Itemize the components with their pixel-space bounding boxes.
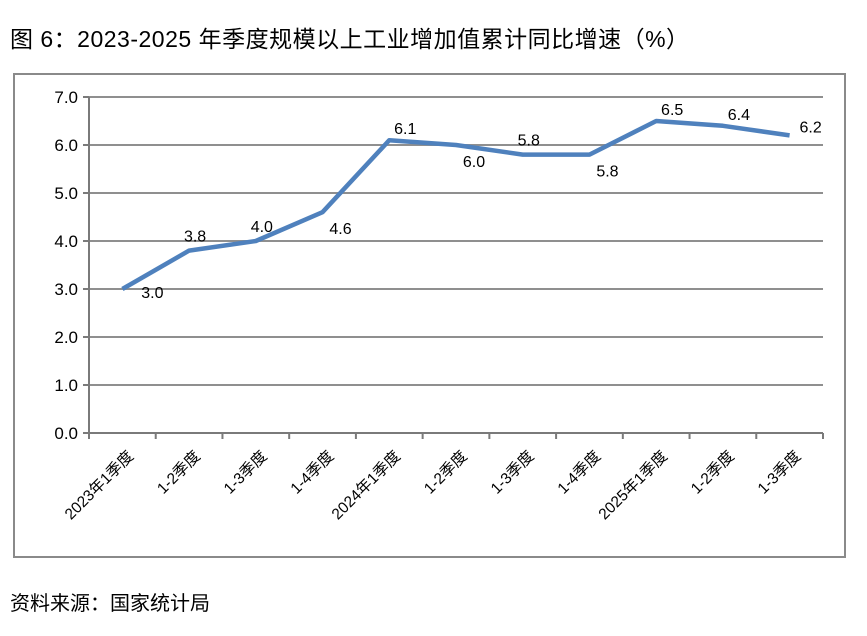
x-tick-label: 1-3季度 bbox=[220, 447, 270, 497]
x-tick-label: 1-4季度 bbox=[554, 447, 604, 497]
value-label: 6.5 bbox=[661, 102, 683, 119]
line-chart-svg: 0.0 1.0 2.0 3.0 4.0 5.0 6.0 7.0 3.0 3.8 4.0 4.6 6.1 6… bbox=[54, 88, 824, 523]
x-tick-label: 1-3季度 bbox=[754, 447, 804, 497]
x-tick-label: 2023年1季度 bbox=[61, 447, 137, 523]
source-note: 资料来源：国家统计局 bbox=[10, 593, 210, 615]
value-label: 6.2 bbox=[800, 119, 822, 136]
y-tick-label: 4.0 bbox=[54, 232, 78, 251]
y-tick-label: 7.0 bbox=[54, 88, 78, 107]
x-tick-label: 1-4季度 bbox=[287, 447, 337, 497]
y-tick-label: 1.0 bbox=[54, 376, 78, 395]
y-tick-label: 6.0 bbox=[54, 136, 78, 155]
chart-area: 0.0 1.0 2.0 3.0 4.0 5.0 6.0 7.0 3.0 3.8 4.0 4.6 6.1 6… bbox=[13, 73, 846, 558]
x-tick-label: 2024年1季度 bbox=[328, 447, 404, 523]
x-tick-label: 1-3季度 bbox=[487, 447, 537, 497]
x-tick-label: 1-2季度 bbox=[153, 447, 203, 497]
value-label: 6.1 bbox=[394, 121, 416, 138]
value-label: 4.6 bbox=[329, 221, 351, 238]
value-label: 4.0 bbox=[251, 219, 273, 236]
y-tick-label: 5.0 bbox=[54, 184, 78, 203]
x-tick-label: 2025年1季度 bbox=[595, 447, 671, 523]
value-label: 5.8 bbox=[518, 133, 540, 150]
data-series-line bbox=[121, 118, 790, 291]
value-label: 3.0 bbox=[141, 285, 163, 302]
value-label: 6.0 bbox=[463, 154, 485, 171]
figure-title: 图 6：2023-2025 年季度规模以上工业增加值累计同比增速（%） bbox=[10, 26, 690, 52]
value-label: 6.4 bbox=[728, 107, 750, 124]
x-tick-label: 1-2季度 bbox=[687, 447, 737, 497]
y-tick-label: 3.0 bbox=[54, 280, 78, 299]
x-tick-label: 1-2季度 bbox=[420, 447, 470, 497]
value-label: 5.8 bbox=[596, 164, 618, 181]
value-label: 3.8 bbox=[184, 229, 206, 246]
y-tick-label: 0.0 bbox=[54, 424, 78, 443]
y-tick-label: 2.0 bbox=[54, 328, 78, 347]
